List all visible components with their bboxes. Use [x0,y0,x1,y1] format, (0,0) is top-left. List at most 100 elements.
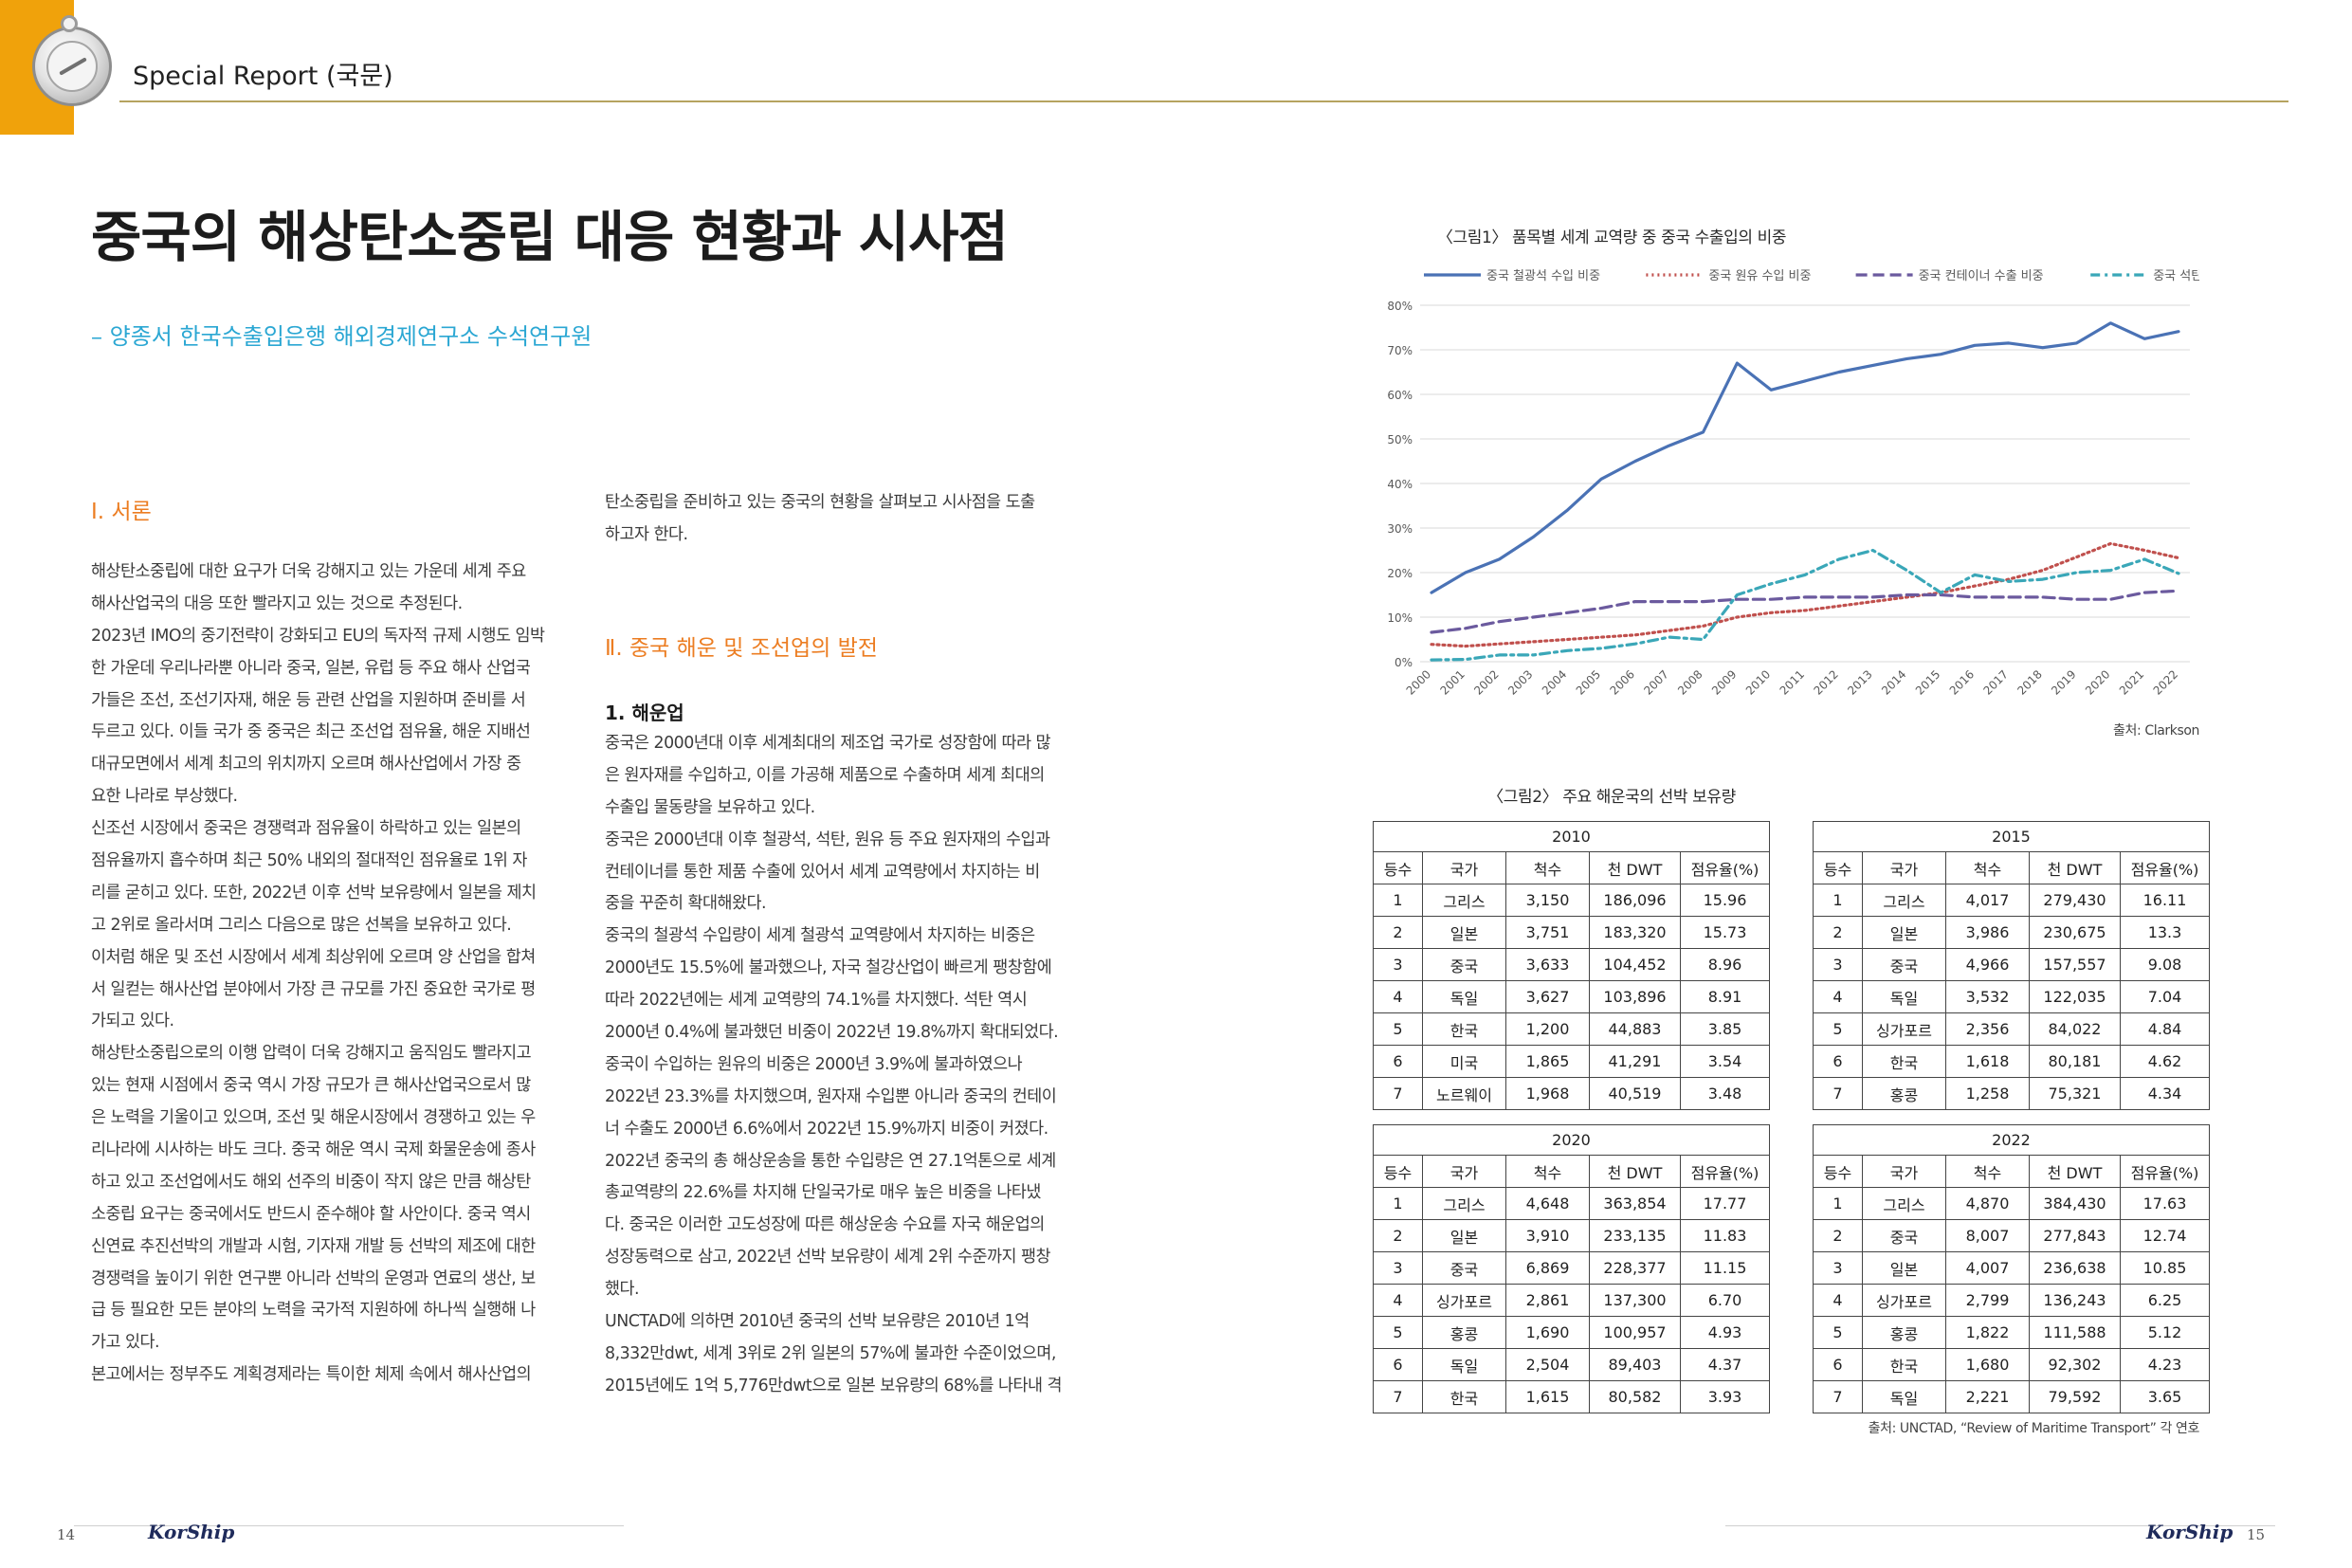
table-cell: 5 [1813,1012,1863,1046]
table-header-cell: 점유율(%) [1680,1155,1770,1188]
table-cell: 80,582 [1589,1380,1681,1413]
table-cell: 363,854 [1589,1187,1681,1220]
table-cell: 4.37 [1680,1348,1770,1381]
table-cell: 4.93 [1680,1316,1770,1349]
table-cell: 12.74 [2120,1219,2210,1252]
table-cell: 122,035 [2029,980,2121,1013]
table-cell: 싱가포르 [1862,1012,1946,1046]
table-cell: 5 [1813,1316,1863,1349]
table-cell: 싱가포르 [1422,1284,1506,1317]
table-cell: 4,870 [1945,1187,2030,1220]
table-cell: 103,896 [1589,980,1681,1013]
text-line: 해상탄소중립으로의 이행 압력이 더욱 강해지고 움직임도 빨라지고 [91,1044,532,1064]
table-header-cell: 점유율(%) [2120,851,2210,884]
compass-icon [32,27,112,106]
figure-1-source: 출처: Clarkson [2113,723,2199,738]
table-cell: 6 [1813,1045,1863,1078]
table-cell: 3.93 [1680,1380,1770,1413]
fleet-table-2015: 2015 등수 국가 척수 천 DWT 점유율(%) 1 그리스 4,017 279,430 16.… [1813,821,2210,1110]
table-cell: 7 [1373,1077,1423,1110]
table-header-cell: 등수 [1813,1155,1863,1188]
x-tick-label: 2014 [1879,667,1908,697]
table-cell: 89,403 [1589,1348,1681,1381]
table-cell: 15.73 [1680,916,1770,949]
text-line: 은 노력을 기울이고 있으며, 조선 및 해운시장에서 경쟁하고 있는 우 [91,1108,536,1128]
table-row: 2 일본 3,986 230,675 13.3 [1813,916,2210,949]
table-cell: 2,799 [1945,1284,2030,1317]
table-cell: 7 [1373,1380,1423,1413]
x-tick-label: 2016 [1947,667,1977,697]
article-author: – 양종서 한국수출입은행 해외경제연구소 수석연구원 [91,323,593,350]
table-cell: 44,883 [1589,1012,1681,1046]
table-cell: 16.11 [2120,884,2210,917]
table-cell: 9.08 [2120,948,2210,981]
table-cell: 3,627 [1505,980,1590,1013]
table-cell: 104,452 [1589,948,1681,981]
table-cell: 그리스 [1422,884,1506,917]
y-tick-label: 0% [1395,656,1413,669]
table-cell: 5.12 [2120,1316,2210,1349]
text-line: 2000년도 15.5%에 불과했으나, 자국 철강산업이 빠르게 팽창함에 [605,958,1052,978]
table-cell: 한국 [1422,1380,1506,1413]
series-line [1430,321,2180,594]
right-footer-logo: KorShip [2146,1521,2233,1543]
text-line: 한 가운데 우리나라뿐 아니라 중국, 일본, 유럽 등 주요 해사 산업국 [91,658,531,678]
table-cell: 84,022 [2029,1012,2121,1046]
text-line: 수출입 물동량을 보유하고 있다. [605,797,815,817]
text-line: UNCTAD에 의하면 2010년 중국의 선박 보유량은 2010년 1억 [605,1312,1030,1332]
table-cell: 5 [1373,1316,1423,1349]
table-year: 2020 [1373,1124,1770,1156]
table-cell: 3.48 [1680,1077,1770,1110]
table-cell: 236,638 [2029,1251,2121,1285]
table-row: 1 그리스 4,017 279,430 16.11 [1813,884,2210,917]
table-cell: 한국 [1422,1012,1506,1046]
text-line: 2022년 중국의 총 해상운송을 통한 수입량은 연 27.1억톤으로 세계 [605,1151,1056,1171]
x-tick-label: 2021 [2117,667,2146,697]
text-line: 따라 2022년에는 세계 교역량의 74.1%를 차지했다. 석탄 역시 [605,991,1028,1011]
text-line: 중국이 수입하는 원유의 비중은 2000년 3.9%에 불과하였으나 [605,1054,1023,1074]
table-header-cell: 국가 [1422,851,1506,884]
table-cell: 일본 [1422,1219,1506,1252]
table-row: 7 노르웨이 1,968 40,519 3.48 [1373,1077,1770,1110]
table-cell: 1,200 [1505,1012,1590,1046]
text-line: 대규모면에서 세계 최고의 위치까지 오르며 해사산업에서 가장 중 [91,755,521,775]
table-cell: 277,843 [2029,1219,2121,1252]
table-cell: 4,007 [1945,1251,2030,1285]
table-row: 1 그리스 4,648 363,854 17.77 [1373,1187,1770,1220]
table-cell: 228,377 [1589,1251,1681,1285]
table-year: 2022 [1813,1124,2210,1156]
x-tick-label: 2006 [1608,667,1637,697]
table-cell: 17.63 [2120,1187,2210,1220]
text-line: 2000년 0.4%에 불과했던 비중이 2022년 19.8%까지 확대되었다… [605,1023,1059,1043]
table-cell: 4 [1813,980,1863,1013]
text-line: 중을 꾸준히 확대해왔다. [605,894,767,914]
table-row: 5 한국 1,200 44,883 3.85 [1373,1012,1770,1046]
x-tick-label: 2015 [1913,667,1942,697]
column-1-text: 해상탄소중립에 대한 요구가 더욱 강해지고 있는 가운데 세계 주요 해사산업국… [91,556,563,1392]
table-cell: 8.91 [1680,980,1770,1013]
table-header-cell: 천 DWT [2029,1155,2121,1188]
text-line: 너 수출도 2000년 6.6%에서 2022년 15.9%까지 비중이 커졌다… [605,1119,1048,1139]
table-row: 7 홍콩 1,258 75,321 4.34 [1813,1077,2210,1110]
table-header-cell: 척수 [1505,1155,1590,1188]
table-cell: 2 [1813,916,1863,949]
x-tick-label: 2002 [1471,667,1501,697]
table-cell: 7 [1813,1380,1863,1413]
text-line: 은 원자재를 수입하고, 이를 가공해 제품으로 수출하며 세계 최대의 [605,765,1045,785]
table-cell: 1,615 [1505,1380,1590,1413]
y-tick-label: 20% [1387,567,1413,580]
table-row: 7 독일 2,221 79,592 3.65 [1813,1380,2210,1413]
text-line: 가들은 조선, 조선기자재, 해운 등 관련 산업을 지원하며 준비를 서 [91,690,526,710]
table-cell: 40,519 [1589,1077,1681,1110]
text-line: 급 등 필요한 모든 분야의 노력을 국가적 지원하에 하나씩 실행해 나 [91,1301,536,1321]
text-line: 중국은 2000년대 이후 세계최대의 제조업 국가로 성장함에 따라 많 [605,734,1050,753]
table-header-cell: 등수 [1373,1155,1423,1188]
text-line: 서 일컫는 해사산업 분야에서 가장 큰 규모를 가진 중요한 국가로 평 [91,979,536,999]
series-line [1430,589,2180,634]
table-cell: 1,258 [1945,1077,2030,1110]
text-line: 리를 굳히고 있다. 또한, 2022년 이후 선박 보유량에서 일본을 제치 [91,883,537,903]
text-line: 점유율까지 흡수하며 최근 50% 내외의 절대적인 점유율로 1위 자 [91,851,527,871]
text-line: 본고에서는 정부주도 계획경제라는 특이한 체제 속에서 해사산업의 [91,1365,532,1385]
table-cell: 15.96 [1680,884,1770,917]
table-cell: 157,557 [2029,948,2121,981]
